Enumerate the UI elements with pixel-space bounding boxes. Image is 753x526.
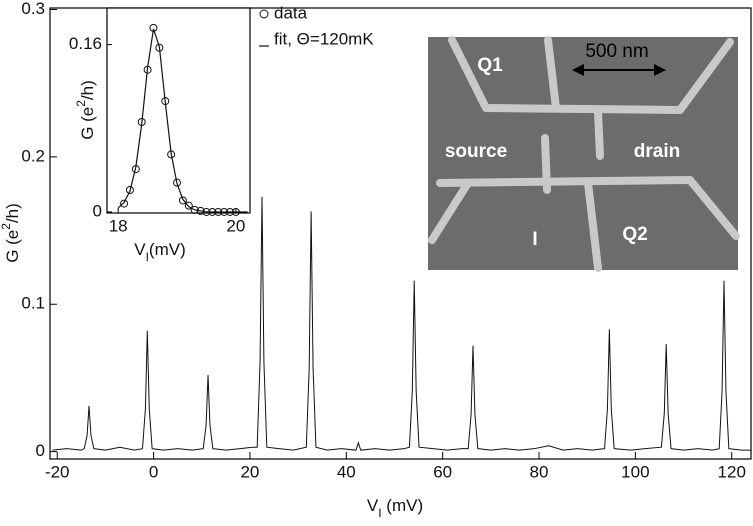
data-point — [190, 205, 199, 214]
y-tick-label: 0 — [36, 441, 45, 460]
plot-frame — [106, 7, 251, 214]
data-point — [184, 201, 193, 210]
y-tick-label: 0.16 — [69, 34, 102, 53]
sem-background — [428, 37, 738, 270]
axis-label: VI(mV) — [134, 240, 186, 264]
x-tick-label: 0 — [149, 462, 158, 481]
label-part: (mV) — [382, 496, 424, 515]
x-tick-label: 18 — [109, 216, 128, 235]
label-part: V — [134, 240, 146, 259]
label-part: (mV) — [149, 240, 186, 259]
label-part: I — [378, 506, 381, 520]
label-part: 2 — [74, 100, 88, 107]
axis-label: G (e2/h) — [74, 80, 97, 140]
y-tick-label: 0.3 — [21, 0, 45, 18]
axis-label: VI (mV) — [367, 496, 423, 520]
data-point — [178, 196, 187, 205]
label-part: /h) — [3, 203, 22, 223]
plot-frame — [49, 7, 752, 460]
fit-line — [117, 28, 248, 213]
legend-label: data — [274, 3, 308, 22]
x-tick-label: 40 — [337, 462, 356, 481]
label-part: G (e — [3, 230, 22, 263]
gate-label: Q1 — [477, 55, 503, 76]
y-tick-label: 0 — [93, 201, 102, 220]
lead-label: source — [445, 141, 507, 162]
y-tick-label: 0.1 — [21, 294, 45, 313]
scale-label: 500 nm — [585, 41, 648, 62]
label-part: 2 — [0, 223, 13, 230]
x-tick-label: 20 — [240, 462, 259, 481]
label-part: I — [146, 250, 149, 264]
axis-label: G (e2/h) — [0, 203, 22, 263]
data-point — [196, 206, 205, 215]
data-point — [120, 199, 129, 208]
gate-label: Q2 — [622, 224, 647, 245]
x-tick-label: -20 — [45, 462, 70, 481]
data-point — [125, 185, 134, 194]
label-part: G (e — [78, 107, 97, 140]
gates — [428, 36, 740, 272]
lead-label: drain — [634, 141, 680, 162]
label-part: /h) — [78, 80, 97, 100]
x-tick-label: 80 — [530, 462, 549, 481]
x-tick-label: 60 — [433, 462, 452, 481]
data-line — [52, 196, 751, 451]
gate-label: I — [532, 229, 537, 250]
legend-marker — [259, 9, 269, 19]
label-part: V — [367, 496, 379, 515]
sem-image: Q1 500 nm source drain I Q2 — [428, 36, 740, 272]
x-tick-label: 100 — [621, 462, 649, 481]
data-point — [173, 178, 182, 187]
legend-label: fit, Θ=120mK — [274, 29, 374, 48]
y-tick-label: 0.2 — [21, 146, 45, 165]
x-tick-label: 20 — [226, 216, 245, 235]
x-tick-label: 120 — [718, 462, 746, 481]
